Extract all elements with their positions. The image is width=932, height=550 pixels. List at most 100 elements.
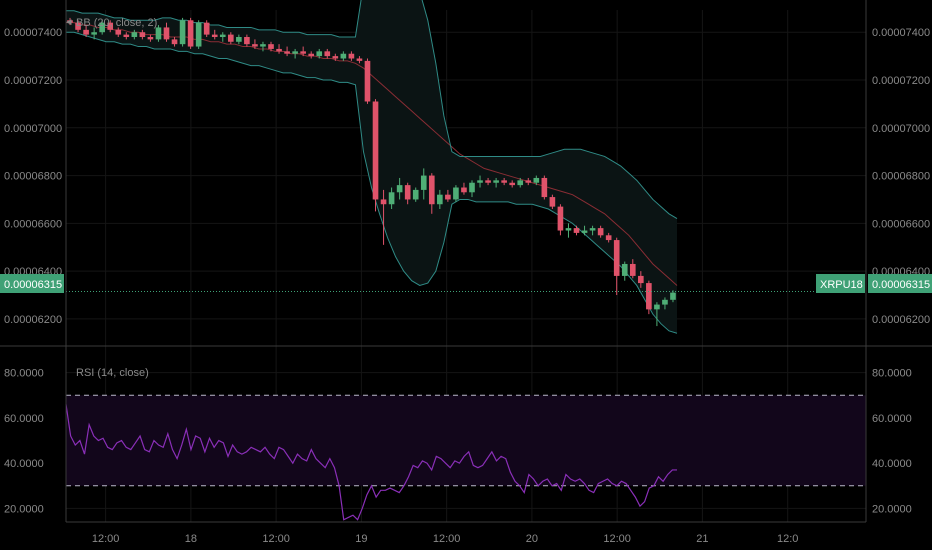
rsi-series (65, 394, 866, 521)
bb-fill (66, 0, 677, 334)
candle (292, 48, 298, 59)
candle (412, 187, 419, 202)
candle (533, 175, 540, 186)
rsi-band-fill (66, 395, 866, 486)
candle-body (420, 175, 427, 190)
price-tick-right: 0.00007400 (872, 27, 930, 39)
candle (268, 41, 274, 52)
candle (67, 17, 73, 26)
candle-body (300, 51, 306, 54)
candle-body (187, 20, 194, 47)
candle-body (605, 235, 612, 241)
candle-body (252, 44, 258, 47)
candle (605, 232, 612, 243)
candle (260, 41, 266, 52)
candle-body (155, 27, 162, 40)
candle-body (613, 240, 620, 276)
candle (396, 177, 403, 200)
candle (171, 36, 178, 47)
candle-body (533, 177, 540, 183)
candle-body (219, 34, 226, 37)
price-tick-left: 0.00007400 (4, 27, 62, 39)
candle (589, 225, 596, 236)
candle-body (308, 53, 315, 57)
rsi-indicator-label[interactable]: RSI (14, close) (76, 367, 149, 379)
candle-body (654, 304, 660, 310)
candle (211, 29, 218, 40)
candle-body (260, 44, 266, 47)
candle (83, 25, 89, 37)
candle-body (380, 199, 387, 205)
time-tick-label: 12:00 (603, 533, 631, 545)
candle (227, 32, 234, 45)
rsi-tick-right: 80.0000 (872, 368, 912, 380)
candle (654, 302, 660, 327)
rsi-tick-right: 20.0000 (872, 503, 912, 515)
candle-body (445, 194, 451, 200)
rsi-tick-left: 40.0000 (4, 458, 44, 470)
candle-body (565, 228, 572, 231)
candle (485, 177, 491, 186)
price-tick-left: 0.00006800 (4, 171, 62, 183)
candle (107, 20, 114, 33)
candle (549, 194, 556, 210)
candle-body (83, 29, 89, 35)
candle (469, 180, 475, 198)
price-tick-left: 0.00007000 (4, 123, 62, 135)
candle-body (589, 228, 596, 231)
candle-body (115, 29, 122, 35)
candle-body (557, 206, 564, 231)
candle (316, 48, 323, 59)
candle-body (493, 180, 499, 183)
last-price-tag-right-text: 0.00006315 (872, 279, 930, 291)
candle-body (581, 230, 588, 233)
candle (445, 189, 451, 202)
candle (388, 187, 395, 210)
candle-body (509, 182, 516, 186)
rsi-line (65, 404, 677, 521)
candle-body (203, 22, 210, 35)
candle (428, 173, 435, 214)
last-price-tag-right (868, 274, 932, 293)
candle (646, 280, 652, 315)
candle (155, 25, 162, 42)
candle-body (573, 228, 580, 233)
candle-body (163, 27, 170, 40)
candle-body (646, 283, 652, 310)
candle (372, 99, 379, 212)
candle-body (244, 36, 250, 45)
candle-body (292, 51, 298, 54)
time-tick-label: 12:00 (92, 533, 120, 545)
candle (525, 177, 532, 186)
candle-body (621, 263, 628, 276)
last-price-tag-left-text: 0.00006315 (4, 279, 62, 291)
rsi-tick-right: 60.0000 (872, 413, 912, 425)
candle (179, 17, 186, 47)
bb-indicator-label[interactable]: BB (20, close, 2) (76, 17, 157, 29)
candle-body (469, 182, 475, 193)
candle (420, 168, 427, 200)
candle (163, 22, 170, 42)
time-tick-label: 19 (355, 533, 367, 545)
bb-upper-line (66, 0, 678, 220)
candle-body (75, 22, 81, 30)
candle-body (549, 197, 556, 207)
candle-body (412, 189, 419, 200)
candle (284, 46, 290, 57)
collapse-arrow-icon[interactable]: ◂ (66, 16, 72, 28)
candle-body (404, 185, 411, 200)
candle-body (670, 292, 676, 300)
candle (195, 20, 202, 49)
candle-body (525, 180, 532, 183)
price-tick-left: 0.00007200 (4, 75, 62, 87)
candle (99, 20, 105, 35)
rsi-tick-left: 20.0000 (4, 503, 44, 515)
time-tick-label: 18 (185, 533, 197, 545)
candle (453, 185, 459, 202)
price-tick-right: 0.00007000 (872, 123, 930, 135)
candle (244, 34, 250, 47)
candle (638, 271, 644, 288)
candle (517, 177, 524, 188)
